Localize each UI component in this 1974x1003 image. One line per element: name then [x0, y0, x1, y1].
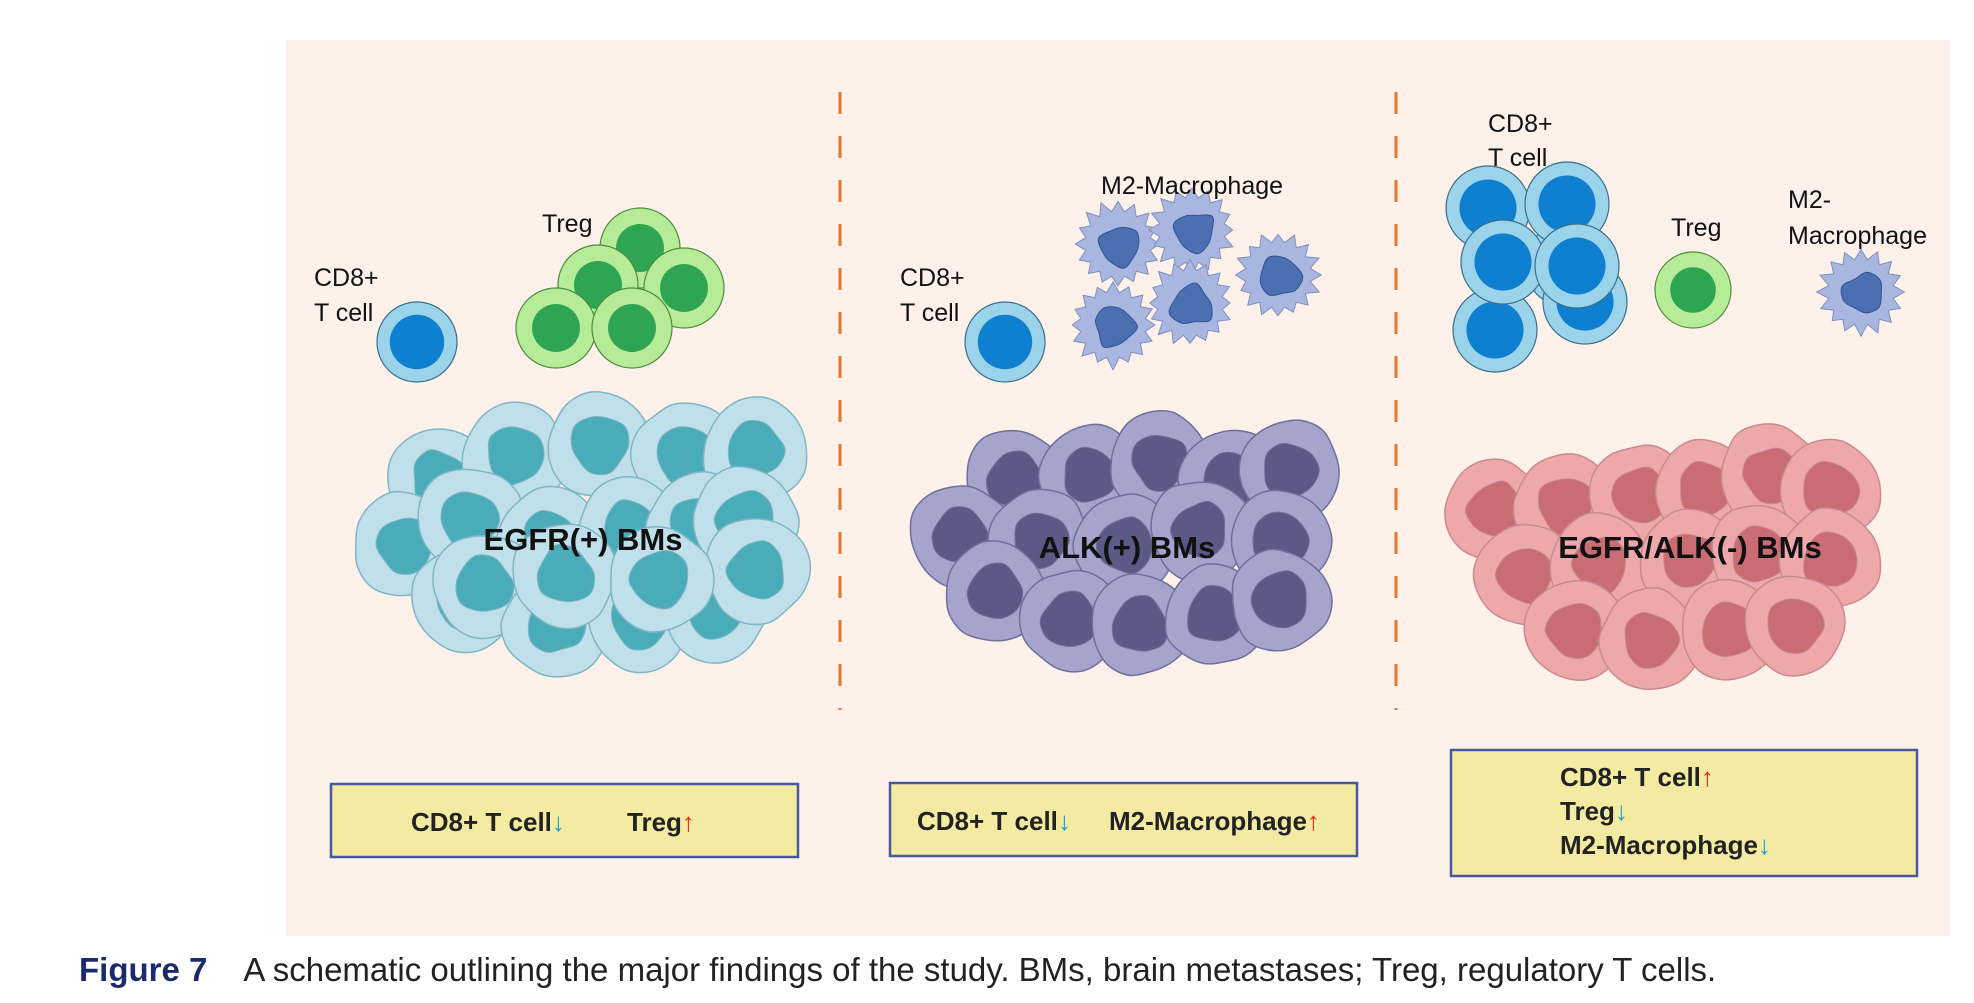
summary-3-item-1: CD8+ T cell↑: [1560, 762, 1714, 792]
summary-1-item-2-text: Treg: [627, 807, 682, 837]
cd8-t-cell-nucleus: [1466, 301, 1524, 359]
tumor-cell-nucleus: [1039, 590, 1097, 647]
tumor-label-alk: ALK(+) BMs: [1039, 530, 1216, 565]
summary-3-item-2-arrow: ↓: [1615, 796, 1628, 826]
macro-label-3-line2: Macrophage: [1788, 222, 1927, 250]
tumor-cell-nucleus: [725, 540, 784, 600]
tumor-cell-nucleus: [1544, 602, 1602, 659]
macro-label-2: M2-Macrophage: [1101, 172, 1283, 200]
cd8-t-cell-nucleus: [1538, 175, 1596, 233]
tumor-cell-nucleus: [1624, 612, 1681, 669]
summary-3-item-1-text: CD8+ T cell: [1560, 762, 1701, 792]
cd8-t-cell-nucleus: [1474, 233, 1532, 291]
tumor-cell-nucleus: [1187, 585, 1245, 642]
tumor-cell-nucleus: [1570, 536, 1627, 595]
tumor-cell-nucleus: [455, 554, 515, 612]
summary-1-item-1-text: CD8+ T cell: [411, 807, 552, 837]
tumor-cell-nucleus: [1803, 531, 1858, 587]
treg-cell-nucleus: [608, 304, 656, 352]
summary-3-item-1-arrow: ↑: [1701, 762, 1714, 792]
summary-box-1: [329, 782, 800, 859]
tumor-label-negative: EGFR/ALK(-) BMs: [1558, 530, 1821, 565]
summary-2-item-2-text: M2-Macrophage: [1109, 806, 1307, 836]
cd8-label-1-line1: CD8+: [314, 264, 379, 292]
summary-2-item-2-arrow: ↑: [1307, 806, 1320, 836]
summary-1-item-2: Treg↑: [627, 807, 695, 837]
tumor-cell-nucleus: [536, 543, 596, 603]
tumor-cell-nucleus: [1111, 595, 1168, 652]
cd8-label-2-line2: T cell: [900, 299, 959, 327]
figure-caption: Figure 7 A schematic outlining the major …: [79, 951, 1716, 988]
m2-macrophage-nucleus: [1840, 271, 1882, 314]
immune-cells: [376, 161, 1906, 383]
tumor-cell-nucleus: [1095, 516, 1153, 575]
tumor-cell-nucleus: [727, 419, 786, 479]
treg-cell-nucleus: [532, 304, 580, 352]
tumor-cell-nucleus: [1610, 466, 1666, 524]
summary-box-2: [888, 781, 1359, 858]
cd8-label-2-line1: CD8+: [900, 264, 965, 292]
treg-cell-nucleus: [1670, 267, 1716, 313]
cd8-label-1-line2: T cell: [314, 299, 373, 327]
tumor-cell-nucleus: [1732, 525, 1790, 583]
summary-2-item-1-text: CD8+ T cell: [917, 806, 1058, 836]
treg-label-1: Treg: [542, 210, 592, 238]
treg-cell-nucleus: [660, 264, 708, 312]
summary-1-item-1-arrow: ↓: [552, 807, 565, 837]
cd8-t-cell-nucleus: [1548, 237, 1606, 295]
figure-caption-text: A schematic outlining the major findings…: [243, 951, 1716, 988]
summary-2-item-1-arrow: ↓: [1058, 806, 1071, 836]
treg-label-3: Treg: [1671, 214, 1721, 242]
summary-3-item-3-text: M2-Macrophage: [1560, 830, 1758, 860]
tumor-cell-nucleus: [1680, 460, 1734, 518]
tumor-cell-nucleus: [570, 415, 630, 476]
tumor-cell-nucleus: [1014, 512, 1070, 570]
summary-3-item-3-arrow: ↓: [1758, 830, 1771, 860]
summary-3-item-2: Treg↓: [1560, 796, 1628, 826]
tumor-cell-nucleus: [966, 562, 1024, 619]
m2-macrophage-nucleus: [1168, 282, 1213, 325]
summary-3-item-2-text: Treg: [1560, 796, 1615, 826]
tumor-cell-nucleus: [1767, 598, 1826, 655]
cd8-label-3-line1: CD8+: [1488, 110, 1553, 138]
tumor-cell-nucleus: [1702, 601, 1760, 658]
egfr-alk-negative-tumor-cluster: [1444, 423, 1882, 690]
summary-1-item-2-arrow: ↑: [682, 807, 695, 837]
summary-box-3: [1449, 748, 1919, 878]
m2-macrophage-nucleus: [1097, 226, 1140, 269]
summary-3-item-3: M2-Macrophage↓: [1560, 830, 1771, 860]
m2-macrophage-nucleus: [1259, 255, 1304, 297]
tumor-cell-nucleus: [487, 426, 545, 487]
tumor-cell-nucleus: [1264, 443, 1320, 499]
macro-label-3-line1: M2-: [1788, 186, 1831, 214]
tumor-cell-nucleus: [1170, 500, 1226, 559]
cd8-t-cell-nucleus: [389, 314, 445, 370]
figure-number: Figure 7: [79, 951, 207, 988]
summary-2-item-2: M2-Macrophage↑: [1109, 806, 1320, 836]
m2-macrophage-nucleus: [1172, 214, 1214, 255]
summary-2-item-1: CD8+ T cell↓: [917, 806, 1071, 836]
egfr-tumor-cluster: [354, 391, 812, 678]
tumor-cell-nucleus: [1064, 446, 1119, 503]
tumor-cell-nucleus: [1663, 533, 1719, 588]
tumor-cell-nucleus: [1250, 570, 1307, 629]
cd8-label-3-line2: T cell: [1488, 144, 1547, 172]
tumor-cell-nucleus: [628, 549, 689, 610]
alk-tumor-cluster: [909, 409, 1340, 677]
summary-1-item-1: CD8+ T cell↓: [411, 807, 565, 837]
tumor-label-egfr: EGFR(+) BMs: [484, 522, 683, 557]
cd8-t-cell-nucleus: [977, 314, 1033, 370]
m2-macrophage-nucleus: [1094, 306, 1138, 349]
